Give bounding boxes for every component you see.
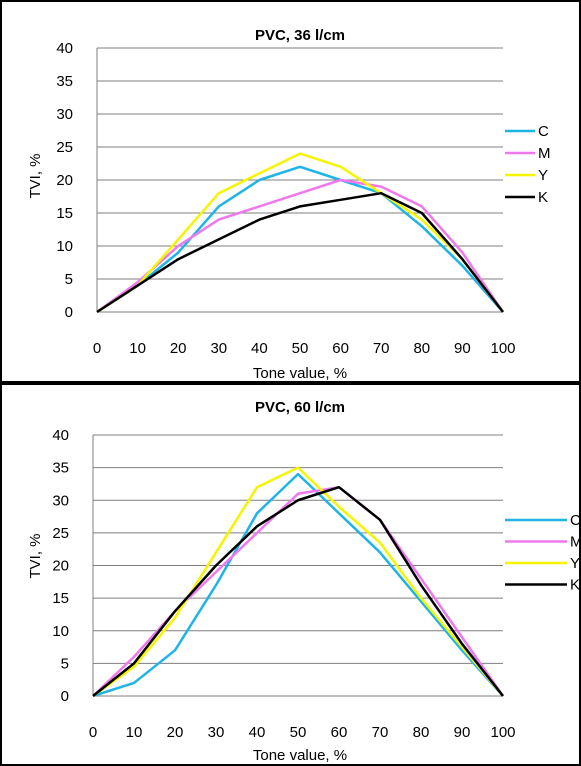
x-tick-label: 100 — [490, 724, 515, 741]
y-tick-label: 0 — [61, 688, 69, 705]
x-axis-label: Tone value, % — [253, 365, 347, 381]
x-tick-label: 0 — [89, 724, 97, 741]
x-tick-label: 0 — [93, 340, 101, 357]
x-tick-label: 50 — [292, 340, 309, 357]
x-tick-label: 80 — [413, 340, 430, 357]
legend-label-M: M — [570, 534, 579, 551]
y-tick-label: 15 — [56, 205, 73, 222]
series-line-C — [92, 472, 504, 698]
y-tick-label: 20 — [52, 558, 69, 575]
legend-label-Y: Y — [570, 555, 579, 572]
legend-label-C: C — [570, 512, 579, 529]
y-tick-label: 25 — [52, 525, 69, 542]
x-tick-label: 70 — [372, 724, 389, 741]
x-tick-label: 100 — [490, 340, 515, 357]
y-tick-label: 20 — [56, 172, 73, 189]
legend-label-C: C — [538, 123, 549, 140]
legend-label-K: K — [538, 189, 548, 206]
y-tick-label: 30 — [52, 492, 69, 509]
y-tick-label: 10 — [56, 238, 73, 255]
x-tick-label: 40 — [251, 340, 268, 357]
x-tick-label: 90 — [454, 340, 471, 357]
chart-60-lcm: PVC, 60 l/cm TVI, % Tone value, % 0 5 10 15… — [27, 399, 579, 764]
legend-label-K: K — [570, 577, 579, 594]
chart-36-lcm: PVC, 36 l/cm TVI, % Tone value, % 0 5 10 15… — [27, 27, 551, 381]
y-tick-label: 35 — [52, 460, 69, 477]
y-tick-label: 40 — [56, 40, 73, 57]
series-line-K — [96, 191, 504, 314]
x-tick-label: 20 — [167, 724, 184, 741]
y-tick-label: 15 — [52, 590, 69, 607]
chart-title: PVC, 36 l/cm — [255, 27, 345, 44]
x-tick-label: 60 — [332, 340, 349, 357]
chart-title: PVC, 60 l/cm — [255, 399, 345, 416]
y-tick-label: 25 — [56, 139, 73, 156]
y-axis-label: TVI, % — [27, 533, 44, 578]
y-tick-label: 35 — [56, 73, 73, 90]
series-line-Y — [92, 466, 504, 698]
x-tick-label: 30 — [208, 724, 225, 741]
legend-label-M: M — [538, 145, 551, 162]
x-tick-label: 90 — [454, 724, 471, 741]
x-tick-label: 10 — [129, 340, 146, 357]
y-axis-label: TVI, % — [27, 153, 44, 198]
y-tick-label: 10 — [52, 623, 69, 640]
series-line-M — [92, 485, 505, 697]
x-tick-label: 10 — [126, 724, 143, 741]
x-tick-label: 20 — [170, 340, 187, 357]
series-line-M — [96, 178, 505, 314]
legend-label-Y: Y — [538, 167, 548, 184]
y-tick-label: 30 — [56, 106, 73, 123]
x-tick-label: 30 — [210, 340, 227, 357]
series-line-K — [92, 485, 504, 697]
x-axis-label: Tone value, % — [253, 747, 347, 764]
series-line-Y — [96, 152, 504, 314]
x-tick-label: 40 — [249, 724, 266, 741]
x-tick-label: 60 — [331, 724, 348, 741]
y-tick-label: 0 — [65, 304, 73, 321]
y-tick-label: 5 — [61, 655, 69, 672]
x-tick-label: 80 — [413, 724, 430, 741]
x-tick-label: 50 — [290, 724, 307, 741]
y-tick-label: 40 — [52, 427, 69, 444]
chart-panel-60: PVC, 60 l/cm TVI, % Tone value, % 0 5 10 15… — [0, 383, 581, 766]
series-line-C — [96, 165, 504, 314]
x-tick-label: 70 — [373, 340, 390, 357]
y-tick-label: 5 — [65, 271, 73, 288]
chart-panel-36: PVC, 36 l/cm TVI, % Tone value, % 0 5 10 15… — [0, 0, 581, 383]
